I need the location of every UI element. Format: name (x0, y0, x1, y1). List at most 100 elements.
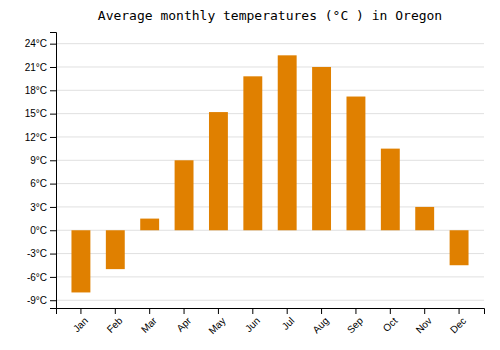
y-tick: 3°C (30, 202, 56, 213)
y-tick-label: 18°C (25, 85, 47, 96)
grid-line (56, 160, 484, 161)
x-tick-mark (287, 308, 288, 314)
x-tick-label: Jan (71, 315, 90, 334)
bar (346, 97, 365, 231)
y-tick-label: 0°C (30, 225, 47, 236)
x-tick: Aug (310, 308, 330, 335)
x-tick-mark (321, 308, 322, 314)
grid-line (56, 113, 484, 114)
grid-line (56, 136, 484, 137)
plot: -9°C -6°C -3°C 0°C 3°C 6°C 9°C 12°C 15°C 18°C 21°C… (25, 33, 485, 337)
bars (71, 55, 468, 292)
y-tick-mark (50, 254, 56, 255)
chart: -9°C -6°C -3°C 0°C 3°C 6°C 9°C 12°C 15°C 18°C 21°C… (0, 0, 500, 350)
x-tick-label: Dec (448, 315, 468, 335)
x-tick: Mar (139, 308, 159, 335)
x-tick: Dec (448, 308, 468, 335)
x-tick-label: Apr (174, 315, 193, 334)
grid-line (56, 66, 484, 67)
x-tick-label: Sep (345, 315, 366, 336)
y-tick: 18°C (25, 85, 56, 96)
x-tick: Nov (414, 308, 434, 335)
x-tick-label: Jun (243, 315, 262, 334)
y-tick: 21°C (25, 62, 56, 73)
y-tick-mark (50, 207, 56, 208)
x-tick-label: Oct (381, 315, 400, 334)
x-tick: Jul (280, 308, 297, 332)
y-tick-label: -3°C (27, 248, 47, 259)
y-tick-label: 12°C (25, 132, 47, 143)
x-tick-label: Nov (414, 315, 434, 335)
x-tick-mark (459, 308, 460, 314)
x-tick-label: May (206, 315, 227, 336)
bar (450, 230, 469, 265)
y-axis: -9°C -6°C -3°C 0°C 3°C 6°C 9°C 12°C 15°C 18°C 21°C… (25, 33, 57, 309)
y-tick-mark (50, 44, 56, 45)
y-tick: 24°C (25, 38, 56, 49)
y-tick-mark (50, 184, 56, 185)
title: Average monthly temperatures (°C ) in Or… (98, 8, 442, 23)
y-tick-label: -9°C (27, 295, 47, 306)
x-tick-mark (252, 308, 253, 314)
bar (140, 219, 159, 231)
y-tick-label: 9°C (30, 155, 47, 166)
y-tick-mark (50, 90, 56, 91)
y-tick-mark (50, 160, 56, 161)
x-tick-mark (115, 308, 116, 314)
x-tick: Apr (174, 308, 193, 334)
x-tick-mark (390, 308, 391, 314)
bar (312, 67, 331, 230)
x-tick-mark (149, 308, 150, 314)
x-tick-mark (218, 308, 219, 314)
bar (106, 230, 125, 269)
y-axis-line (50, 33, 57, 309)
y-tick-label: 6°C (30, 178, 47, 189)
y-tick: 9°C (30, 155, 56, 166)
grid-line (56, 90, 484, 91)
x-tick-label: Mar (139, 315, 159, 335)
y-tick-mark (50, 137, 56, 138)
y-tick-mark (50, 230, 56, 231)
y-tick-mark (50, 67, 56, 68)
grid (56, 44, 484, 301)
x-tick: Jan (71, 308, 90, 334)
grid-line (56, 276, 484, 277)
x-tick-mark (424, 308, 425, 314)
y-tick-mark (50, 300, 56, 301)
y-tick: 15°C (25, 108, 56, 119)
y-tick: 6°C (30, 178, 56, 189)
grid-line (56, 300, 484, 301)
x-tick-label: Jul (280, 315, 297, 332)
x-axis-line (57, 309, 485, 315)
y-tick-mark (50, 114, 56, 115)
bar (278, 55, 297, 230)
x-tick: May (206, 308, 227, 336)
y-tick: -6°C (27, 272, 56, 283)
y-tick-mark (50, 277, 56, 278)
x-tick-label: Feb (105, 315, 125, 335)
bar (71, 230, 90, 292)
bar (209, 112, 228, 230)
x-tick: Oct (381, 308, 400, 334)
y-tick: -9°C (27, 295, 56, 306)
x-axis: Jan Feb Mar Apr May Jun Jul Aug Sep Oct Nov Dec (57, 308, 485, 336)
grid-line (56, 43, 484, 44)
y-tick-label: -6°C (27, 272, 47, 283)
x-tick-mark (355, 308, 356, 314)
bar (175, 160, 194, 230)
x-tick: Sep (345, 308, 366, 335)
x-tick: Feb (105, 308, 125, 335)
y-tick-label: 15°C (25, 108, 47, 119)
grid-line (56, 183, 484, 184)
y-tick: -3°C (27, 248, 56, 259)
x-tick-label: Aug (310, 315, 330, 335)
x-tick-mark (80, 308, 81, 314)
y-tick-label: 21°C (25, 62, 47, 73)
y-tick-label: 3°C (30, 202, 47, 213)
bar (381, 149, 400, 231)
bar (243, 76, 262, 230)
x-tick: Jun (243, 308, 262, 334)
y-tick: 12°C (25, 132, 56, 143)
x-tick-mark (184, 308, 185, 314)
y-tick-label: 24°C (25, 38, 47, 49)
